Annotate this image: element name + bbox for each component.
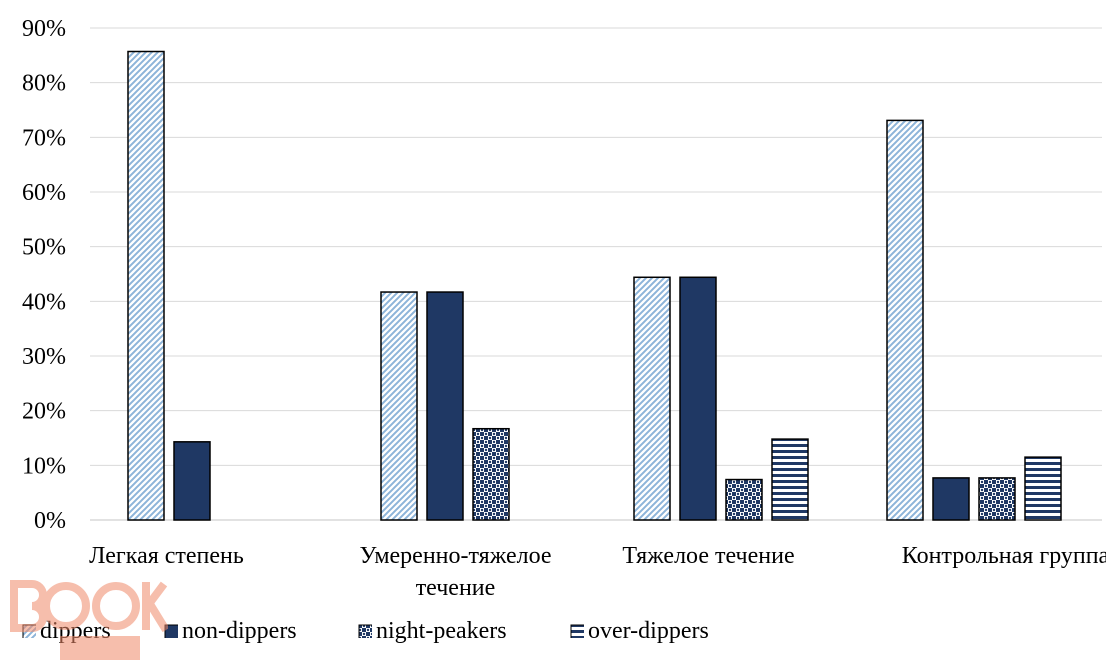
x-category-label: Легкая степень [89,543,244,569]
bar-night-peakers [725,478,763,521]
bar-over-dippers [771,438,809,521]
y-tick-label: 10% [22,453,66,479]
y-tick-label: 50% [22,235,66,261]
y-tick-label: 80% [22,71,66,97]
bar-over-dippers [1024,456,1062,521]
y-axis: 0% 10% 20% 30% 40% 50% 60% 70% 80% 90% [22,16,66,534]
legend-swatch [570,624,584,638]
bar-non-dippers [932,477,970,521]
bar-chart: 0% 10% 20% 30% 40% 50% 60% 70% 80% 90% Легкая сте… [22,16,1106,601]
bar-night-peakers [978,477,1016,521]
legend-swatch [164,624,178,638]
legend-item-night-peakers: night-peakers [358,612,507,650]
y-tick-label: 60% [22,180,66,206]
bar-dippers [380,291,418,521]
gridlines [90,27,1102,521]
y-tick-label: 0% [34,508,66,534]
bar-dippers [633,276,671,521]
bars [127,50,1062,521]
x-category-label: Контрольная группа [902,543,1106,569]
x-category-label: Умеренно-тяжелое [359,543,551,569]
y-tick-label: 20% [22,399,66,425]
y-tick-label: 70% [22,125,66,151]
legend-item-non-dippers: non-dippers [164,612,297,650]
legend-label: night-peakers [376,617,507,644]
bar-night-peakers [472,427,510,521]
legend-swatch [358,624,372,638]
bar-non-dippers [679,276,717,521]
x-category-label: течение [416,575,496,601]
legend-label: over-dippers [588,617,709,644]
bar-dippers [127,50,165,521]
legend-item-over-dippers: over-dippers [570,612,709,650]
y-tick-label: 30% [22,344,66,370]
x-axis: Легкая степень Умеренно-тяжелое течение Тяж… [89,543,1106,601]
x-category-label: Тяжелое течение [622,543,794,569]
legend-label: non-dippers [182,617,297,644]
y-tick-label: 90% [22,16,66,42]
y-tick-label: 40% [22,289,66,315]
bar-dippers [886,119,924,521]
bookup-watermark [10,580,168,660]
bar-non-dippers [173,441,211,521]
bar-non-dippers [426,291,464,521]
